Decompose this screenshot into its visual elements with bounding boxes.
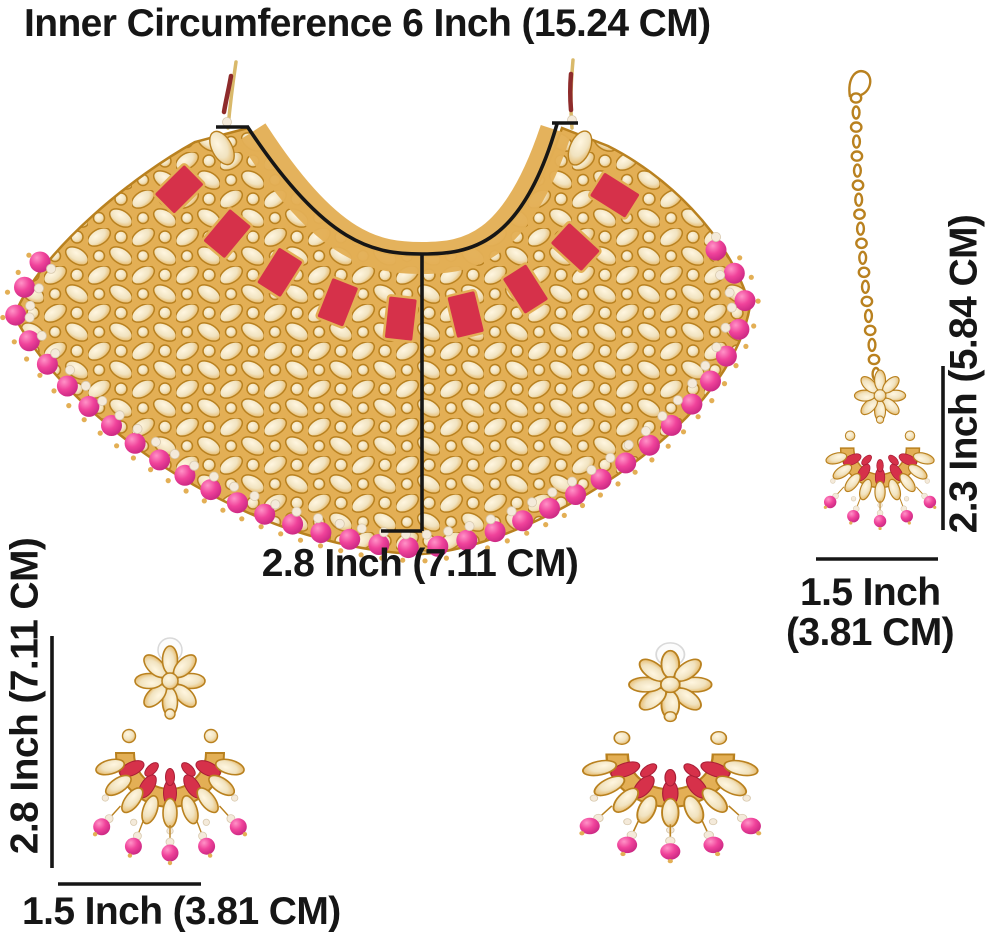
- earring-left-image: [91, 637, 249, 867]
- red-stone-row: [153, 163, 642, 344]
- dimension-annotations: [50, 121, 945, 886]
- tikka-width-label-line2: (3.81 CM): [786, 611, 955, 654]
- earring-right-image: [578, 642, 763, 865]
- maang-tikka-image: [823, 69, 938, 531]
- tikka-width-label-line1: 1.5 Inch: [800, 571, 941, 614]
- earring-height-label: 2.8 Inch (7.11 CM): [3, 537, 47, 855]
- title-inner-circumference: Inner Circumference 6 Inch (15.24 CM): [24, 2, 711, 45]
- tikka-hook: [848, 69, 872, 98]
- tikka-height-label: 2.3 Inch (5.84 CM): [942, 214, 986, 534]
- tikka-chain: [849, 92, 881, 382]
- earring-width-label: 1.5 Inch (3.81 CM): [22, 890, 341, 933]
- choker-necklace-image: [0, 58, 761, 564]
- pink-bead-fringe: [0, 231, 761, 564]
- necklace-width-label: 2.8 Inch (7.11 CM): [261, 542, 579, 585]
